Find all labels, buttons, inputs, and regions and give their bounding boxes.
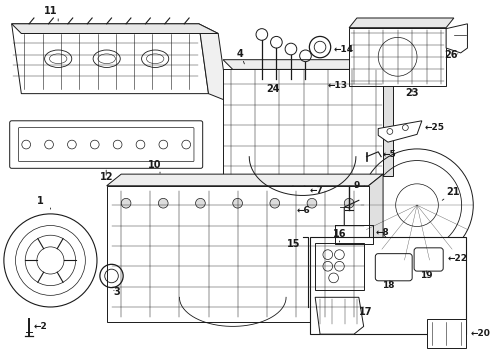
Text: 23: 23 <box>405 87 419 98</box>
Polygon shape <box>383 69 393 176</box>
Circle shape <box>344 198 354 208</box>
Circle shape <box>196 198 205 208</box>
Circle shape <box>121 198 131 208</box>
FancyBboxPatch shape <box>414 248 443 271</box>
Polygon shape <box>199 24 228 102</box>
Text: ←22: ←22 <box>448 254 468 263</box>
Text: 16: 16 <box>333 229 346 239</box>
Text: 19: 19 <box>420 271 433 280</box>
Polygon shape <box>223 60 393 69</box>
FancyBboxPatch shape <box>10 121 203 168</box>
Polygon shape <box>107 174 383 186</box>
Circle shape <box>158 198 168 208</box>
Text: 10: 10 <box>148 160 162 170</box>
Polygon shape <box>12 24 209 94</box>
Text: ←20: ←20 <box>470 329 490 338</box>
Text: 9: 9 <box>353 181 359 190</box>
Text: ←14: ←14 <box>334 45 354 54</box>
Polygon shape <box>107 186 368 321</box>
Polygon shape <box>223 69 383 176</box>
Text: 11: 11 <box>44 6 57 16</box>
Bar <box>427 319 466 348</box>
Text: ←2: ←2 <box>34 322 48 331</box>
Text: 17: 17 <box>359 307 372 317</box>
Text: 15: 15 <box>287 239 301 249</box>
Circle shape <box>270 198 280 208</box>
FancyBboxPatch shape <box>19 127 194 162</box>
Circle shape <box>233 198 243 208</box>
Text: 24: 24 <box>267 84 280 94</box>
Polygon shape <box>368 174 383 321</box>
Text: ←13: ←13 <box>328 81 348 90</box>
Polygon shape <box>12 24 218 33</box>
Polygon shape <box>378 121 422 142</box>
Text: ←6: ←6 <box>297 206 311 215</box>
Polygon shape <box>446 24 467 53</box>
Bar <box>315 243 364 289</box>
Text: ←7: ←7 <box>309 186 323 195</box>
Polygon shape <box>315 297 364 334</box>
Text: ←8: ←8 <box>375 228 389 237</box>
Text: 26: 26 <box>444 50 458 60</box>
Text: ←25: ←25 <box>425 123 445 132</box>
Text: ←5: ←5 <box>383 150 397 159</box>
Text: 21: 21 <box>446 188 460 198</box>
Polygon shape <box>349 18 454 28</box>
Text: 1: 1 <box>37 196 44 206</box>
FancyBboxPatch shape <box>375 254 412 281</box>
Text: 3: 3 <box>113 287 120 297</box>
Text: 18: 18 <box>382 280 394 289</box>
Circle shape <box>307 198 317 208</box>
Text: 12: 12 <box>99 172 113 182</box>
Bar <box>310 237 466 334</box>
Polygon shape <box>349 28 446 86</box>
Text: 4: 4 <box>236 49 243 59</box>
